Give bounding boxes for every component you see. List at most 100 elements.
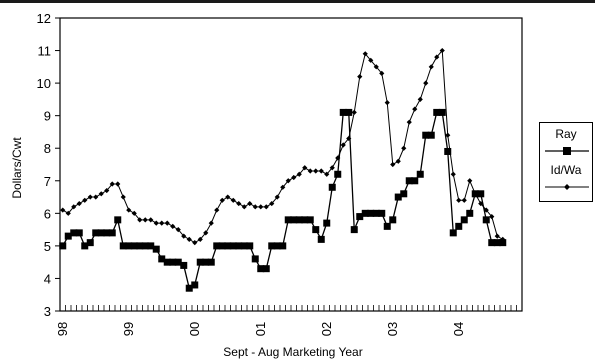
data-point-id-wa: [219, 197, 225, 203]
data-point-ray: [152, 245, 160, 253]
legend-label-idwa: Id/Wa: [550, 163, 582, 177]
data-point-ray: [174, 258, 182, 266]
series-line-ray: [62, 111, 503, 290]
data-point-ray: [295, 216, 303, 224]
series-layer: [59, 47, 507, 292]
data-point-ray: [147, 242, 155, 250]
data-point-id-wa: [373, 64, 379, 70]
data-point-id-wa: [445, 132, 451, 138]
data-point-id-wa: [76, 200, 82, 207]
data-point-id-wa: [401, 145, 407, 151]
data-point-ray: [317, 235, 325, 243]
data-point-ray: [433, 108, 441, 116]
data-point-id-wa: [247, 200, 253, 207]
data-point-ray: [290, 216, 298, 224]
data-point-ray: [119, 242, 127, 250]
data-point-ray: [262, 265, 270, 273]
data-point-ray: [158, 255, 166, 263]
data-point-ray: [460, 216, 468, 224]
data-point-ray: [444, 147, 452, 155]
data-point-ray: [350, 226, 358, 234]
y-tick-label: 5: [44, 239, 51, 254]
legend-item-ray: Ray: [540, 125, 592, 161]
x-tick-label: 00: [187, 322, 202, 336]
x-tick-label: 98: [55, 322, 70, 336]
data-point-ray: [345, 108, 353, 116]
top-rule: [0, 0, 595, 3]
data-point-id-wa: [395, 158, 401, 164]
data-point-id-wa: [71, 204, 77, 210]
data-point-id-wa: [159, 220, 165, 226]
data-point-id-wa: [148, 217, 154, 223]
legend-key-ray: [545, 147, 589, 155]
data-point-ray: [268, 242, 276, 250]
y-tick-label: 8: [44, 141, 51, 156]
data-point-id-wa: [406, 119, 412, 125]
data-point-ray: [339, 108, 347, 116]
data-point-ray: [235, 242, 243, 250]
data-point-id-wa: [439, 47, 445, 54]
data-point-ray: [279, 242, 287, 250]
data-point-ray: [81, 242, 89, 250]
data-point-id-wa: [208, 220, 214, 226]
data-point-ray: [367, 209, 375, 217]
data-point-id-wa: [489, 213, 495, 220]
data-point-id-wa: [225, 194, 231, 200]
y-axis-label: Dollars/Cwt: [10, 137, 24, 199]
data-point-id-wa: [450, 171, 456, 177]
data-point-id-wa: [335, 155, 341, 161]
data-point-ray: [427, 131, 435, 139]
y-tick-label: 11: [38, 44, 52, 59]
data-point-ray: [449, 229, 457, 237]
data-point-id-wa: [302, 165, 308, 171]
data-point-ray: [141, 242, 149, 250]
data-point-id-wa: [98, 191, 104, 197]
data-point-ray: [59, 242, 67, 250]
data-point-ray: [356, 213, 364, 221]
data-point-ray: [196, 258, 204, 266]
data-point-ray: [257, 265, 265, 273]
data-point-id-wa: [362, 51, 368, 57]
data-point-id-wa: [461, 197, 467, 203]
data-point-ray: [389, 216, 397, 224]
data-point-ray: [64, 232, 72, 240]
data-point-id-wa: [65, 210, 71, 216]
data-point-id-wa: [87, 194, 93, 200]
data-point-ray: [438, 108, 446, 116]
data-point-ray: [284, 216, 292, 224]
data-point-ray: [108, 229, 116, 237]
data-point-ray: [125, 242, 133, 250]
data-point-ray: [240, 242, 248, 250]
data-point-ray: [136, 242, 144, 250]
data-point-id-wa: [340, 142, 346, 148]
legend-label-ray: Ray: [555, 127, 577, 141]
data-point-ray: [180, 261, 188, 269]
data-point-id-wa: [357, 74, 363, 80]
data-point-id-wa: [175, 227, 181, 233]
data-point-ray: [383, 222, 391, 230]
data-point-id-wa: [120, 194, 126, 200]
data-point-id-wa: [494, 233, 500, 239]
data-point-ray: [130, 242, 138, 250]
data-point-ray: [218, 242, 226, 250]
data-point-id-wa: [472, 191, 478, 197]
data-point-id-wa: [280, 184, 286, 190]
data-point-ray: [455, 222, 463, 230]
y-tick-label: 12: [37, 11, 51, 26]
data-point-id-wa: [324, 171, 330, 177]
legend: Ray Id/Wa: [539, 122, 593, 202]
data-point-id-wa: [351, 109, 357, 116]
data-point-id-wa: [412, 106, 418, 112]
data-point-id-wa: [126, 207, 132, 213]
data-point-ray: [229, 242, 237, 250]
x-axis-label: Sept - Aug Marketing Year: [223, 345, 362, 359]
data-point-ray: [114, 216, 122, 224]
data-point-ray: [422, 131, 430, 139]
legend-item-idwa: Id/Wa: [540, 161, 592, 197]
y-tick-label: 3: [44, 304, 51, 319]
data-point-id-wa: [203, 230, 209, 236]
plot-frame: [59, 17, 523, 312]
data-point-id-wa: [384, 100, 390, 106]
data-point-ray: [70, 229, 78, 237]
